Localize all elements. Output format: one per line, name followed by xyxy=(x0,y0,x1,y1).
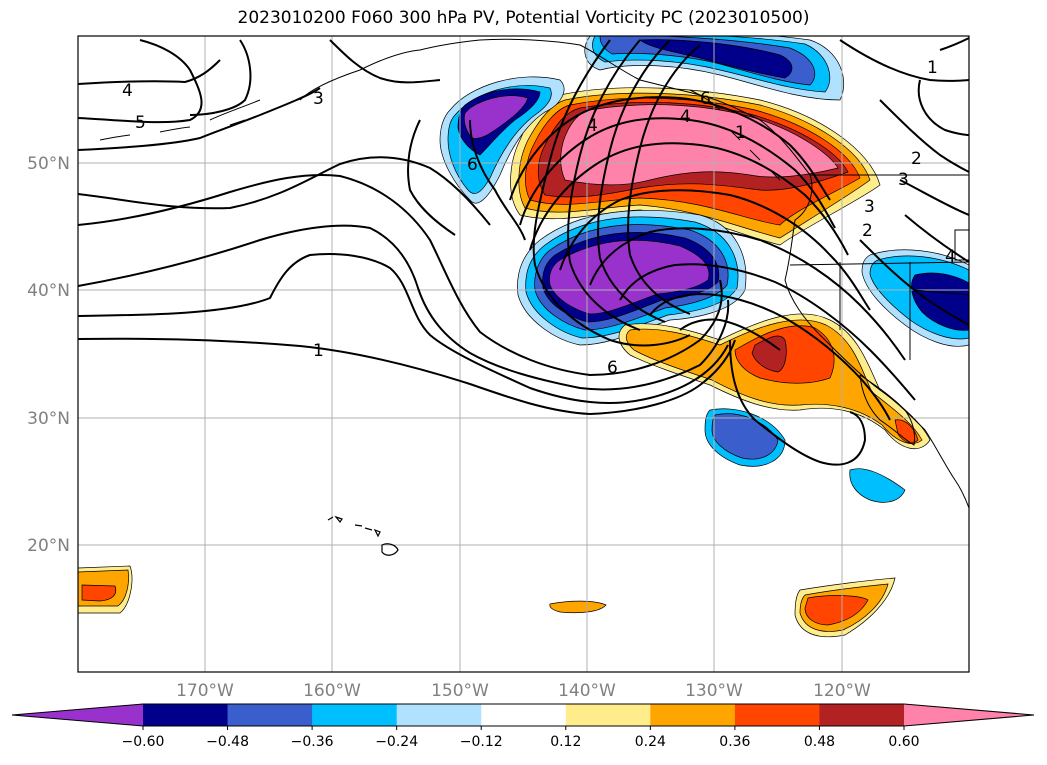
colorbar-segment xyxy=(143,704,229,726)
longitude-label: 170°W xyxy=(176,681,234,701)
latitude-label: 20°N xyxy=(27,536,70,556)
hawaiian-islands xyxy=(327,515,399,556)
contour-label: 6 xyxy=(607,358,618,378)
contour-label: 6 xyxy=(700,89,711,109)
colorbar-tick-label: −0.60 xyxy=(122,734,165,750)
colorbar: −0.60 −0.48 −0.36 −0.24 −0.12 0.12 0.24 0.36 0.4… xyxy=(11,703,1035,750)
contour-labels: 4 5 3 6 4 1 6 1 2 3 2 3 4 1 6 4 xyxy=(122,58,956,378)
colorbar-extend-min xyxy=(12,704,143,726)
longitude-label: 160°W xyxy=(303,681,361,701)
contour-label: 3 xyxy=(864,197,875,217)
contour-1-south xyxy=(78,337,736,416)
contour-5 xyxy=(78,87,321,151)
colorbar-tick-label: 0.36 xyxy=(719,734,750,750)
map-title: 2023010200 F060 300 hPa PV, Potential Vo… xyxy=(237,8,810,28)
map-area: 4 5 3 6 4 1 6 1 2 3 2 3 4 1 6 4 xyxy=(78,36,969,672)
colorbar-tick-label: −0.48 xyxy=(206,734,249,750)
contour-label: 1 xyxy=(313,341,324,361)
colorbar-segment xyxy=(227,704,313,726)
contour-label: 4 xyxy=(680,107,691,127)
contour-label: 6 xyxy=(467,155,478,175)
colorbar-segment xyxy=(312,704,398,726)
pv-contours xyxy=(78,37,969,466)
gridlines xyxy=(78,36,969,672)
colorbar-segment xyxy=(819,704,905,726)
contour-label: 3 xyxy=(898,170,909,190)
contour-4 xyxy=(78,173,723,377)
colorbar-tick-label: 0.24 xyxy=(635,734,666,750)
colorbar-tick-label: 0.12 xyxy=(550,734,581,750)
contour-ridge xyxy=(509,96,831,201)
latitude-label: 30°N xyxy=(27,409,70,429)
contour-3 xyxy=(78,224,730,391)
longitude-axis: 170°W 160°W 150°W 140°W 130°W 120°W xyxy=(176,681,871,701)
longitude-label: 130°W xyxy=(685,681,743,701)
colorbar-extend-max xyxy=(904,704,1034,726)
contour-trough-1 xyxy=(532,39,691,347)
pv-anomaly-fills xyxy=(78,36,969,638)
contour-2 xyxy=(78,253,729,404)
colorbar-tick-label: 0.60 xyxy=(888,734,919,750)
contour-label: 5 xyxy=(135,113,146,133)
contour-label: 4 xyxy=(587,116,598,136)
colorbar-tick-label: 0.48 xyxy=(804,734,835,750)
latitude-axis: 50°N 40°N 30°N 20°N xyxy=(27,154,70,556)
contour-label: 1 xyxy=(735,123,746,143)
contour-label: 4 xyxy=(122,81,133,101)
colorbar-tick-label: −0.36 xyxy=(291,734,334,750)
latitude-label: 40°N xyxy=(27,281,70,301)
longitude-label: 150°W xyxy=(431,681,489,701)
colorbar-segment xyxy=(481,704,567,726)
longitude-label: 140°W xyxy=(558,681,616,701)
contour-label: 2 xyxy=(862,221,873,241)
longitude-label: 120°W xyxy=(813,681,871,701)
map-frame xyxy=(77,35,970,673)
colorbar-segment xyxy=(396,704,482,726)
colorbar-tick-label: −0.12 xyxy=(460,734,503,750)
contour-label: 2 xyxy=(911,149,922,169)
colorbar-segment xyxy=(565,704,651,726)
coastlines xyxy=(99,38,969,509)
colorbar-tick-label: −0.24 xyxy=(375,734,418,750)
contour-label: 1 xyxy=(927,58,938,78)
colorbar-segment xyxy=(650,704,736,726)
contour-label: 4 xyxy=(945,247,956,267)
latitude-label: 50°N xyxy=(27,154,70,174)
contour-label: 3 xyxy=(313,89,324,109)
colorbar-segment xyxy=(734,704,820,726)
